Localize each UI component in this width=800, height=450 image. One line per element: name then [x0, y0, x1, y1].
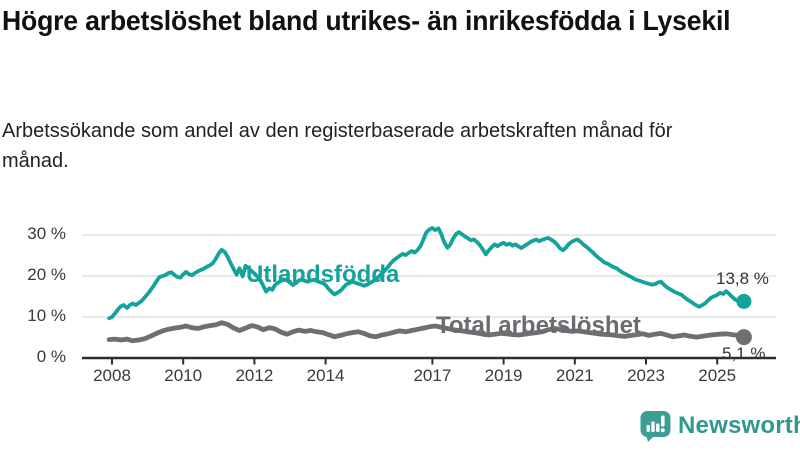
series-line-total	[106, 320, 747, 344]
series-label-utlandsfodda: Utlandsfödda	[246, 261, 400, 288]
x-axis-tick-label: 2017	[413, 366, 452, 385]
end-value-label-utlandsfodda: 13,8 %	[716, 269, 769, 288]
series-end-dot-total	[735, 329, 752, 346]
x-axis-tick-label: 2023	[627, 366, 665, 385]
chart-subtitle: Arbetssökande som andel av den registerb…	[2, 120, 673, 172]
newsworthy-logo-text: Newsworthy	[678, 412, 800, 439]
page-title: Högre arbetslöshet bland utrikes- än inr…	[2, 5, 731, 36]
bar-chart-speech-bubble-icon	[640, 411, 671, 442]
x-axis-tick-label: 2014	[306, 366, 345, 385]
newsworthy-logo: Newsworthy	[640, 410, 800, 442]
y-axis-tick-label: 10 %	[27, 306, 66, 325]
series-line-utlandsfodda	[107, 226, 746, 321]
x-axis-tick-label: 2021	[555, 366, 594, 385]
x-axis-tick-label: 2010	[164, 366, 203, 385]
series-label-total-arbetsloshet: Total arbetslöshet	[436, 312, 641, 339]
x-axis-tick-label: 2008	[93, 366, 131, 385]
x-axis-tick-label: 2025	[698, 366, 737, 385]
y-axis-tick-label: 0 %	[36, 347, 66, 366]
y-axis-tick-label: 20 %	[27, 265, 66, 284]
x-axis-tick-label: 2019	[484, 366, 523, 385]
end-value-label-total: 5,1 %	[722, 344, 766, 363]
x-axis-tick-label: 2012	[235, 366, 274, 385]
y-axis-tick-label: 30 %	[27, 224, 66, 243]
series-end-dot-utlandsfodda	[736, 293, 752, 309]
